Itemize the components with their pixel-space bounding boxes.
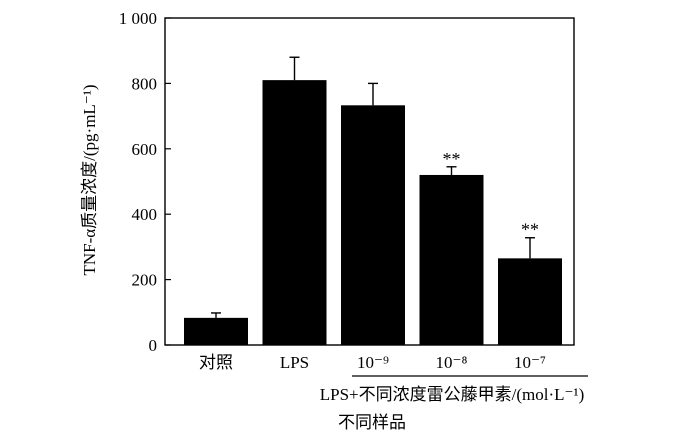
y-axis: 0 200 400 600 800 1 000	[119, 9, 171, 355]
y-tick-label: 0	[149, 336, 158, 355]
bar	[262, 80, 327, 345]
x-axis-label: 不同样品	[338, 413, 406, 432]
y-tick-label: 1 000	[119, 9, 157, 28]
y-tick-label: 800	[132, 74, 158, 93]
bar	[341, 105, 405, 346]
x-tick-label: 10⁻⁹	[357, 353, 389, 372]
error-bars-layer: ** **	[211, 56, 539, 318]
x-tick-label: 对照	[199, 353, 233, 372]
x-axis: 对照 LPS 10⁻⁹ 10⁻⁸ 10⁻⁷	[199, 353, 546, 372]
x-tick-label: 10⁻⁷	[514, 353, 546, 372]
x-tick-label: LPS	[280, 353, 309, 372]
y-tick-label: 400	[132, 205, 158, 224]
x-tick-label: 10⁻⁸	[436, 353, 468, 372]
y-axis-label: TNF-α质量浓度/(pg·mL⁻¹)	[80, 84, 99, 275]
y-tick-label: 200	[132, 271, 158, 290]
bar	[498, 258, 562, 345]
y-tick-label: 600	[132, 140, 158, 159]
significance-label: **	[521, 220, 539, 240]
significance-label: **	[443, 149, 461, 169]
group-label: LPS+不同浓度雷公藤甲素/(mol·L⁻¹)	[320, 385, 585, 404]
bar	[419, 174, 484, 345]
bars-layer	[184, 80, 562, 346]
bar	[184, 317, 248, 345]
